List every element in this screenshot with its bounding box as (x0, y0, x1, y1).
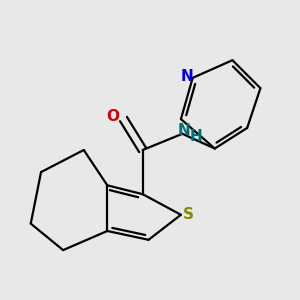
Text: S: S (183, 207, 194, 222)
Text: O: O (107, 109, 120, 124)
Text: H: H (189, 129, 202, 144)
Text: N: N (180, 69, 193, 84)
Text: N: N (178, 123, 190, 138)
